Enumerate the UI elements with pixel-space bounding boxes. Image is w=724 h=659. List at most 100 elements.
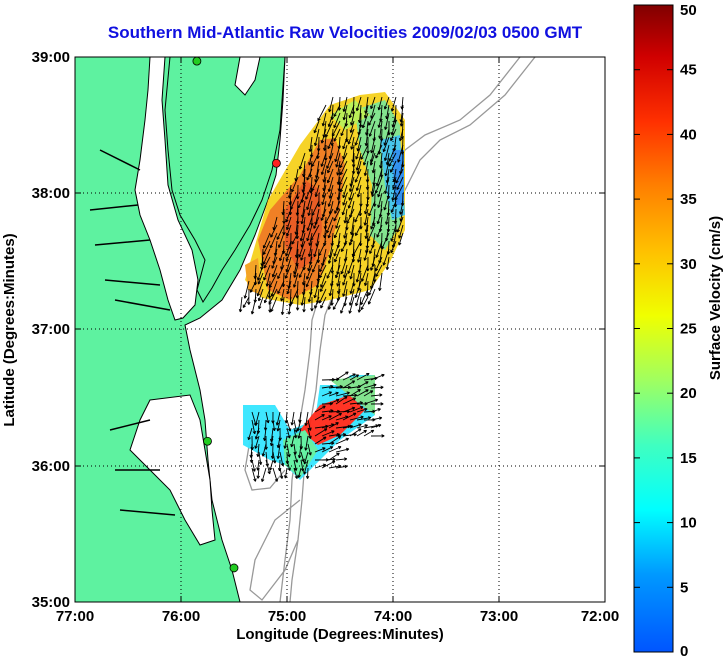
velocity-arrow — [262, 240, 271, 256]
velocity-arrow — [265, 272, 271, 287]
colorbar-tick-label: 35 — [680, 191, 697, 208]
velocity-arrow — [314, 463, 327, 469]
velocity-arrow — [377, 112, 383, 128]
y-axis-label: Latitude (Degrees:Minutes) — [1, 233, 18, 426]
velocity-arrow — [290, 435, 295, 448]
velocity-arrow — [311, 256, 320, 273]
velocity-arrow — [371, 184, 376, 197]
velocity-arrow — [339, 176, 348, 193]
velocity-arrow — [306, 216, 313, 231]
velocity-arrow — [303, 459, 309, 475]
colorbar-tick-label: 10 — [680, 515, 697, 532]
velocity-arrow — [311, 176, 320, 192]
velocity-arrow — [342, 406, 356, 413]
velocity-arrow — [254, 427, 260, 440]
velocity-arrow — [334, 248, 341, 263]
velocity-arrow — [272, 467, 279, 482]
lon-tick-label: 74:00 — [374, 608, 412, 625]
velocity-arrow — [335, 391, 350, 397]
velocity-arrow — [328, 435, 342, 445]
velocity-arrow — [332, 296, 341, 310]
velocity-arrow — [278, 248, 285, 262]
velocity-arrow — [341, 200, 348, 216]
velocity-arrow — [279, 467, 284, 479]
velocity-arrow — [342, 412, 357, 421]
velocity-arrow — [296, 419, 302, 432]
velocity-arrow — [277, 232, 285, 248]
velocity-arrow — [383, 176, 390, 195]
velocity-arrow — [342, 380, 356, 389]
colorbar-tick-label: 45 — [680, 62, 697, 79]
velocity-arrow — [275, 411, 281, 426]
velocity-arrow — [349, 120, 355, 133]
velocity-arrow — [364, 224, 369, 239]
velocity-arrow — [261, 443, 267, 457]
velocity-arrow — [256, 280, 264, 297]
velocity-arrow — [298, 264, 306, 278]
velocity-arrow — [314, 405, 326, 413]
velocity-arrow — [370, 416, 383, 421]
chesapeake-bay — [134, 57, 199, 321]
velocity-arrow — [369, 152, 376, 166]
velocity-arrow — [390, 128, 397, 142]
velocity-arrow — [251, 459, 256, 472]
velocity-arrow — [374, 256, 383, 272]
velocity-arrow — [314, 414, 325, 421]
velocity-arrow — [319, 264, 327, 279]
velocity-arrow — [319, 256, 327, 273]
velocity-arrow — [348, 296, 355, 314]
velocity-arrow — [377, 96, 383, 111]
velocity-arrow — [361, 112, 369, 129]
velocity-arrow — [250, 296, 257, 315]
velocity-arrow — [317, 104, 327, 122]
velocity-arrow — [370, 393, 383, 397]
velocity-arrow — [355, 288, 362, 307]
velocity-arrow — [334, 144, 341, 163]
velocity-arrow — [307, 200, 313, 216]
velocity-arrow — [335, 457, 348, 461]
velocity-arrow — [307, 427, 312, 440]
velocity-arrow — [238, 296, 243, 313]
velocity-arrow — [286, 443, 291, 458]
velocity-arrow — [324, 144, 328, 161]
velocity-arrow — [334, 200, 341, 214]
velocity-arrow — [321, 446, 334, 453]
velocity-arrow — [295, 296, 300, 311]
velocity-arrow — [343, 208, 348, 224]
velocity-arrow — [334, 264, 341, 279]
velocity-arrow — [321, 457, 336, 462]
velocity-arrow — [333, 112, 341, 129]
lon-tick-label: 77:00 — [56, 608, 94, 625]
velocity-arrow — [399, 200, 404, 215]
velocity-arrow — [356, 184, 362, 198]
velocity-arrow — [355, 176, 362, 191]
velocity-arrow — [321, 112, 327, 127]
velocity-arrow — [292, 272, 299, 288]
delaware-bay — [234, 57, 261, 96]
velocity-arrow — [355, 144, 362, 160]
velocity-arrow — [306, 224, 313, 242]
velocity-arrow — [293, 451, 299, 463]
sound-rivers — [109, 419, 176, 516]
velocity-arrow — [355, 224, 362, 237]
velocity-arrow — [391, 184, 397, 201]
velocity-arrow — [360, 296, 369, 311]
velocity-arrow — [357, 248, 362, 263]
velocity-arrow — [327, 192, 334, 207]
velocity-arrow — [342, 184, 348, 199]
velocity-arrow — [354, 128, 362, 146]
velocity-arrow — [318, 288, 327, 304]
velocity-arrow — [263, 288, 271, 304]
velocity-arrow — [370, 385, 384, 390]
velocity-arrow — [287, 296, 292, 315]
velocity-arrow — [375, 240, 383, 258]
colorbar-ticks: 0 5 10 15 20 25 30 35 40 45 50 — [634, 2, 697, 659]
velocity-arrow — [333, 240, 341, 257]
velocity-arrow — [354, 280, 362, 299]
velocity-arrow — [392, 176, 397, 190]
velocity-arrow — [340, 120, 348, 137]
velocity-arrow — [383, 144, 390, 162]
velocity-arrow — [314, 447, 326, 453]
velocity-arrow — [254, 411, 260, 426]
velocity-arrow — [300, 288, 306, 306]
